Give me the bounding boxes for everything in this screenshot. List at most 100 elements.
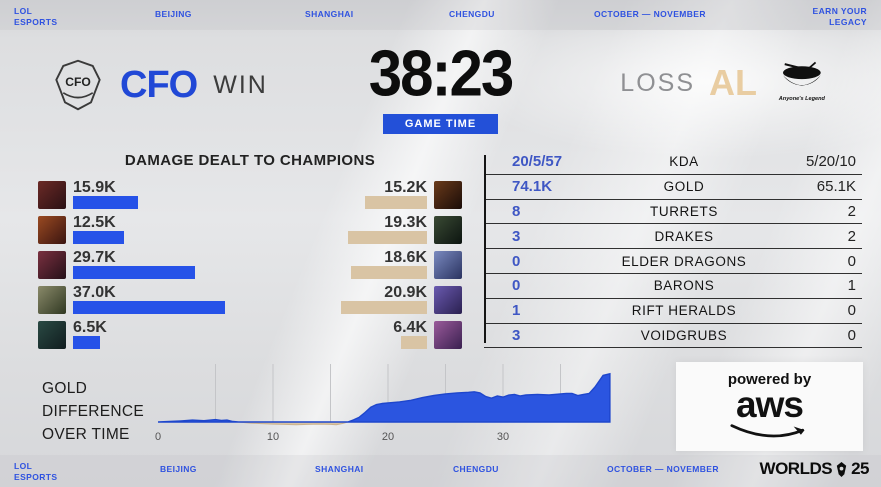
damage-bar [365,196,427,209]
gold-difference-chart-wrap: 0 10 20 30 [152,360,620,448]
damage-value: 12.5K [73,214,116,231]
brand-line1-bottom: LOL [14,461,33,471]
damage-panel: DAMAGE DEALT TO CHAMPIONS 15.9K 12.5K 29.7… [38,152,462,355]
damage-body: 15.2K [260,180,427,209]
worlds-year: 25 [851,459,869,478]
topbar-city-beijing: BEIJING [155,9,192,19]
champion-icon [434,320,462,349]
damage-value: 18.6K [384,249,427,266]
damage-list-cfo: 15.9K 12.5K 29.7K 37.0K 6.5K [38,180,240,355]
champion-icon [38,285,66,314]
game-time-badge: GAME TIME [382,114,499,134]
legacy-line1: EARN YOUR [812,6,867,16]
worlds-25-logo: WORLDS 25 [760,459,870,479]
damage-bar [341,301,427,314]
damage-value: 19.3K [384,214,427,231]
damage-bar [73,196,138,209]
bottombar-city-chengdu: CHENGDU [453,464,499,474]
team-left-name: CFO [120,63,198,106]
bottombar-city-beijing: BEIJING [160,464,197,474]
damage-value: 29.7K [73,249,116,266]
champion-icon [38,320,66,349]
stat-value-left: 20/5/57 [512,153,563,171]
powered-by-aws-panel: powered by aws [676,362,863,451]
stat-value-right: 0 [847,252,856,270]
gold-difference-label: GOLD DIFFERENCE OVER TIME [42,377,144,446]
stat-label: TURRETS [650,203,718,219]
game-timer: 38:23 [368,37,514,110]
chart-positive-area [157,372,611,423]
damage-value: 6.4K [393,319,427,336]
al-team-logo: Anyone's Legend [778,61,826,102]
champion-icon [434,180,462,209]
damage-bar [401,336,427,349]
champion-icon [434,215,462,244]
damage-body: 15.9K [73,180,240,209]
al-logo-text: Anyone's Legend [778,96,826,102]
stat-value-left: 0 [512,252,521,270]
stat-row-gold: 74.1K GOLD 65.1K [484,175,862,200]
stat-value-right: 1 [847,277,856,295]
gold-label-line1: GOLD [42,380,88,397]
topbar-dates: OCTOBER — NOVEMBER [594,9,706,19]
team-left-result: WIN [213,70,268,99]
damage-bar [73,336,100,349]
topbar-city-chengdu: CHENGDU [449,9,495,19]
legacy-line2: LEGACY [829,17,867,28]
damage-row: 15.9K [38,180,240,209]
team-right-block: LOSS AL Anyone's Legend [620,56,831,110]
damage-row: 29.7K [38,250,240,279]
damage-body: 18.6K [260,250,427,279]
champion-icon [38,215,66,244]
stat-value-left: 1 [512,302,521,320]
damage-row: 37.0K [38,285,240,314]
stat-value-left: 0 [512,277,521,295]
worlds-crest-icon [836,461,847,477]
damage-body: 29.7K [73,250,240,279]
damage-row: 6.5K [38,320,240,349]
x-tick-label: 20 [382,431,394,443]
damage-body: 19.3K [260,215,427,244]
stat-row-kda: 20/5/57 KDA 5/20/10 [484,150,862,175]
stat-label: VOIDGRUBS [640,327,728,343]
aws-wordmark: aws [736,384,804,426]
damage-body: 37.0K [73,285,240,314]
stat-value-right: 0 [847,326,856,344]
x-tick-label: 10 [267,431,279,443]
champion-icon [38,180,66,209]
bottombar-city-shanghai: SHANGHAI [315,464,364,474]
stat-value-right: 2 [847,202,856,220]
stat-label: DRAKES [654,228,714,244]
stats-divider [484,155,486,343]
stat-value-right: 65.1K [816,178,856,196]
gold-label-line2: DIFFERENCE [42,403,145,420]
x-tick-label: 0 [155,431,161,443]
brand-line2-bottom: ESPORTS [14,472,58,483]
damage-body: 12.5K [73,215,240,244]
champion-icon [434,285,462,314]
stats-table: 20/5/57 KDA 5/20/10 74.1K GOLD 65.1K 8 TURRETS 2… [484,150,862,349]
damage-value: 6.5K [73,319,107,336]
damage-body: 20.9K [260,285,427,314]
damage-list-al: 15.2K 19.3K 18.6K 20.9K 6.4K [260,180,462,355]
stat-label: RIFT HERALDS [631,303,737,319]
stat-value-left: 74.1K [512,178,553,196]
cfo-team-logo: CFO [55,59,101,111]
champion-icon [434,250,462,279]
earn-your-legacy-text: EARN YOUR LEGACY [813,6,867,28]
damage-bar [73,301,225,314]
cfo-logo-text: CFO [65,75,91,89]
damage-value: 20.9K [384,284,427,301]
gold-label-line3: OVER TIME [42,426,130,443]
timer-block: 38:23 GAME TIME [0,37,881,134]
damage-body: 6.5K [73,320,240,349]
team-left-block: CFO CFO WIN [52,58,268,112]
damage-value: 15.2K [384,179,427,196]
damage-row: 15.2K [260,180,462,209]
stat-row-turrets: 8 TURRETS 2 [484,200,862,225]
lol-esports-wordmark: LOL ESPORTS [14,6,57,28]
brand-line1: LOL [14,6,33,16]
damage-row: 6.4K [260,320,462,349]
stat-value-left: 3 [512,227,521,245]
stat-label: KDA [669,154,699,170]
